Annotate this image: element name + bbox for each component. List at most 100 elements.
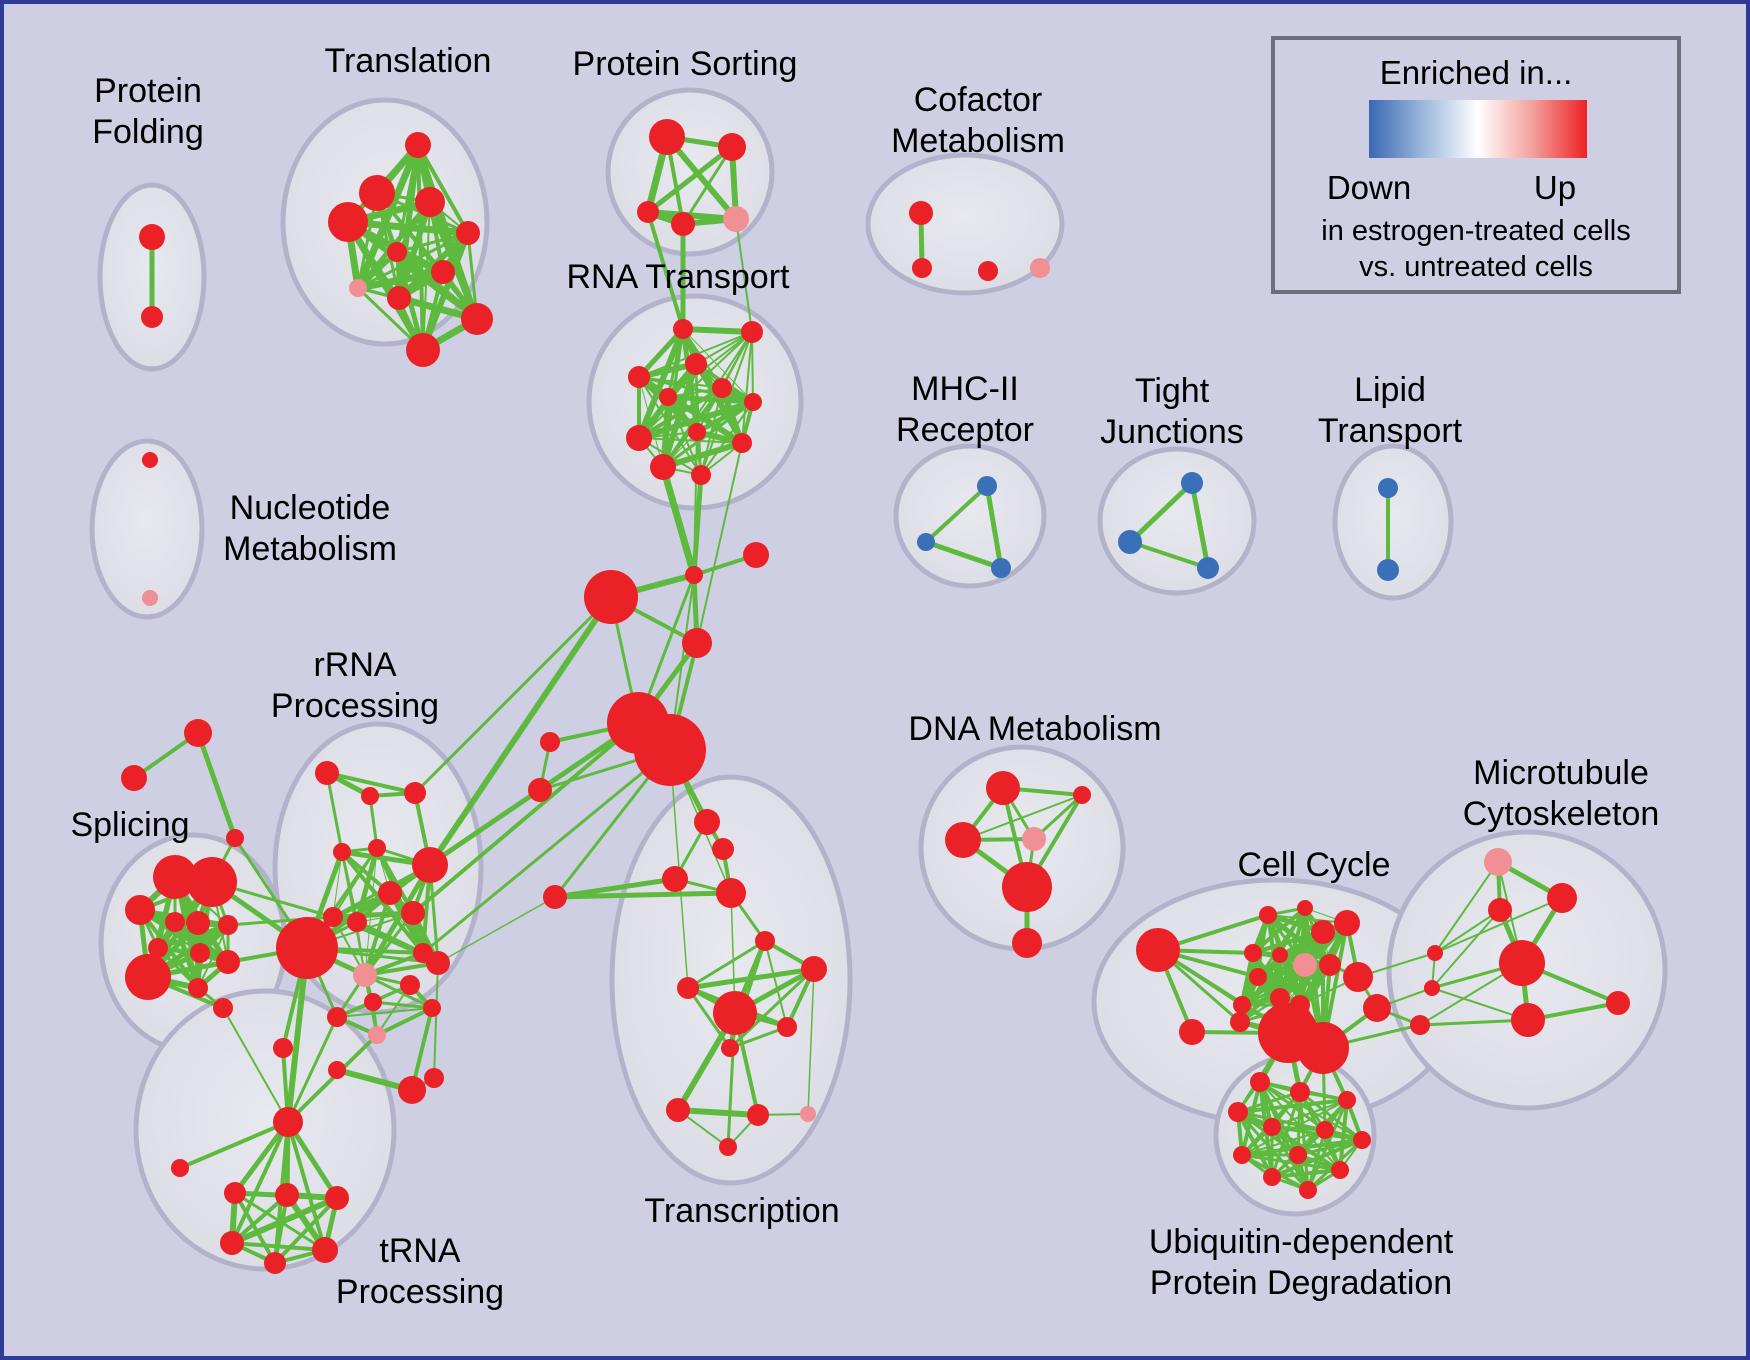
- gene-set-node-nu1: [142, 452, 158, 468]
- gene-set-node-tl3: [415, 187, 445, 217]
- gene-set-node-u1: [1250, 1072, 1270, 1092]
- edge: [728, 967, 816, 1050]
- gene-set-node-br3: [1410, 1015, 1430, 1035]
- cluster-label-tight-junctions: Tight Junctions: [1100, 372, 1244, 451]
- gene-set-node-c6: [1272, 947, 1288, 963]
- gene-set-node-tl2: [359, 175, 395, 211]
- edge: [427, 594, 614, 868]
- gene-set-node-rh: [276, 917, 338, 979]
- gene-set-node-rt10: [732, 433, 752, 453]
- gene-set-node-x5: [755, 931, 775, 951]
- gene-set-node-tj3: [1197, 557, 1219, 579]
- cluster-label-dna-metabolism: DNA Metabolism: [908, 710, 1161, 748]
- legend-box: [1271, 36, 1681, 294]
- edge: [230, 1193, 289, 1245]
- gene-set-node-tj1: [1181, 472, 1203, 494]
- gene-set-node-c9: [1249, 968, 1267, 986]
- cluster-label-cofactor-metabolism: Cofactor Metabolism: [891, 81, 1065, 160]
- edge: [156, 923, 230, 950]
- gene-set-node-tl10: [461, 303, 493, 335]
- gene-set-node-cl: [584, 570, 638, 624]
- edge: [336, 1007, 433, 1018]
- gene-set-node-pf1: [139, 224, 165, 250]
- edge: [286, 1015, 339, 1124]
- gene-set-node-r7: [378, 881, 402, 905]
- gene-set-node-mh2: [917, 533, 935, 551]
- cluster-label-protein-sorting: Protein Sorting: [573, 45, 798, 83]
- gene-set-node-mh3: [991, 558, 1011, 578]
- edge: [375, 1006, 434, 1037]
- cluster-label-splicing: Splicing: [70, 806, 189, 844]
- edge: [637, 386, 724, 440]
- gene-set-node-s1: [153, 855, 197, 899]
- edge: [1434, 897, 1563, 954]
- gene-set-node-c13: [1179, 1019, 1205, 1045]
- gene-set-node-n6: [682, 628, 712, 658]
- cluster-label-ubiquitin-degradation: Ubiquitin-dependent Protein Degradation: [1149, 1223, 1454, 1302]
- edge: [1189, 480, 1211, 571]
- edge: [273, 1196, 339, 1265]
- cluster-label-rrna-processing: rRNA Processing: [271, 646, 439, 725]
- edge: [984, 483, 1004, 571]
- gene-set-node-d5: [1002, 862, 1052, 912]
- edge: [1241, 1129, 1326, 1156]
- gene-set-node-r15: [400, 975, 420, 995]
- gene-set-node-rt2: [741, 321, 763, 343]
- edge: [437, 896, 556, 964]
- edge: [681, 145, 734, 226]
- gene-set-node-r10: [347, 912, 367, 932]
- gene-set-node-k1: [224, 1182, 246, 1204]
- gene-set-node-x10: [721, 1039, 739, 1057]
- gene-set-node-mp: [1484, 848, 1512, 876]
- edge: [325, 771, 417, 795]
- edge: [421, 748, 672, 955]
- edge: [371, 1000, 434, 1010]
- edge: [675, 1107, 761, 1118]
- edge: [660, 440, 745, 470]
- edge: [178, 1120, 290, 1170]
- gene-set-node-x1: [694, 809, 720, 835]
- gene-set-node-s11: [188, 978, 208, 998]
- gene-set-node-m1: [1547, 883, 1577, 913]
- legend-title: Enriched in...: [1380, 54, 1573, 91]
- gene-set-node-tl4: [328, 202, 368, 242]
- edge: [286, 1033, 379, 1124]
- edge: [1127, 480, 1195, 545]
- gene-set-node-u2: [1290, 1082, 1310, 1102]
- gene-set-node-s9: [216, 950, 240, 974]
- cluster-label-nucleotide-metabolism: Nucleotide Metabolism: [223, 489, 397, 568]
- edge: [330, 910, 416, 920]
- gene-set-node-x9: [777, 1017, 797, 1037]
- gene-set-node-s4: [165, 912, 185, 932]
- gene-set-node-rt9: [688, 423, 706, 441]
- legend-down-label: Down: [1327, 169, 1411, 206]
- edge: [1240, 963, 1332, 1007]
- gene-set-node-tc: [226, 829, 244, 847]
- gene-set-node-r16: [423, 999, 441, 1017]
- gene-set-node-r1: [315, 761, 339, 785]
- edge: [923, 539, 1004, 571]
- legend-subtitle-line1: in estrogen-treated cells: [1321, 215, 1631, 247]
- gene-set-node-br1: [1427, 945, 1443, 961]
- gene-set-node-x3: [662, 866, 688, 892]
- gene-set-node-x6: [677, 977, 699, 999]
- edge: [325, 771, 344, 854]
- edge: [395, 231, 470, 254]
- gene-set-node-tl1: [405, 132, 431, 158]
- gene-set-node-k5: [312, 1237, 338, 1263]
- cluster-ellipse-tight-junctions: [1097, 446, 1257, 596]
- gene-set-node-s6: [218, 915, 238, 935]
- gene-set-node-lb3: [398, 1076, 426, 1104]
- edge: [1128, 540, 1210, 570]
- gene-set-node-c5: [1244, 944, 1262, 962]
- gene-set-node-cr: [743, 542, 769, 568]
- gene-set-node-pf2: [141, 306, 163, 328]
- gene-set-node-lb2: [328, 1061, 346, 1079]
- edge: [807, 968, 815, 1115]
- cluster-label-mhc-ii-receptor: MHC-II Receptor: [896, 370, 1034, 449]
- edge: [393, 248, 481, 323]
- gene-set-node-r12: [426, 951, 450, 975]
- gene-set-node-m2: [1488, 898, 1512, 922]
- gene-set-node-c4: [1334, 910, 1360, 936]
